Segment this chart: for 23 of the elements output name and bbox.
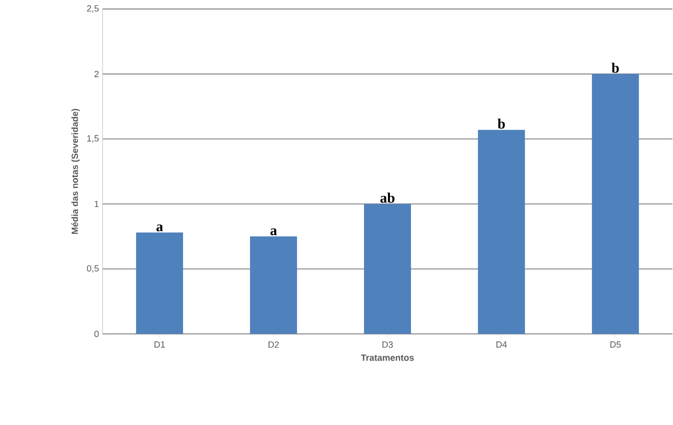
bar [592,74,639,334]
bar [364,204,411,334]
annotation: ab [380,192,394,203]
y-tick-label: 0 [94,330,99,338]
x-tick-label: D2 [268,341,279,348]
annotation: a [270,228,277,236]
y-axis-title: Média das notas (Severidade) [71,108,80,234]
y-tick-label: 0,5 [86,265,99,273]
annotation: a [156,224,163,232]
y-tick-label: 2,5 [87,5,99,13]
y-tick-label: 1 [94,200,99,208]
x-axis-title: Tratamentos [360,354,414,361]
bar [478,130,525,334]
y-tick-label: 1,5 [87,135,99,143]
x-tick-label: D4 [496,341,507,348]
y-tick-label: 2 [94,70,99,78]
bar [250,236,298,334]
annotation: b [612,62,619,73]
x-tick-label: D1 [154,341,165,348]
x-tick-label: D5 [610,341,621,348]
annotation: b [498,118,505,129]
x-tick-label: D3 [382,341,393,348]
bar [136,232,184,334]
